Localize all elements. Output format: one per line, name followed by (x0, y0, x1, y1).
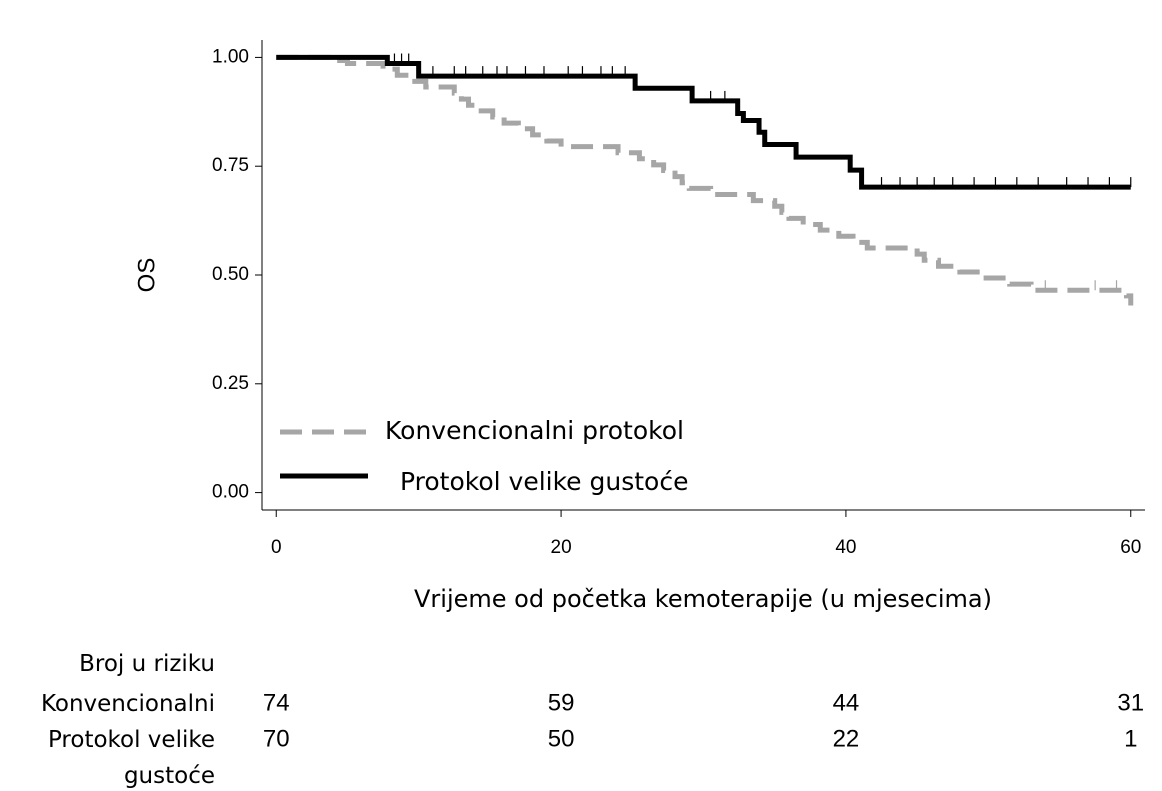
risk-row-label: Konvencionalni (40, 691, 215, 717)
x-tick-label: 60 (1120, 537, 1141, 558)
x-tick-label: 40 (835, 537, 856, 558)
risk-count: 22 (833, 725, 860, 752)
y-tick-label: 0.50 (212, 264, 249, 285)
y-tick-label: 0.00 (212, 482, 249, 503)
x-tick-label: 20 (551, 537, 572, 558)
survival-line (276, 54, 1131, 190)
risk-count: 31 (1117, 689, 1144, 716)
legend-label: Konvencionalni protokol (385, 416, 684, 445)
risk-count: 1 (1124, 725, 1137, 752)
legend-label: Protokol velike gustoće (400, 467, 688, 496)
risk-count: 70 (263, 725, 290, 752)
risk-count: 44 (833, 689, 860, 716)
x-tick-label: 0 (271, 537, 282, 558)
y-tick-label: 1.00 (212, 46, 249, 67)
risk-row-label: Protokol velike gustoće (47, 727, 215, 789)
risk-title: Broj u riziku (79, 651, 215, 677)
risk-count: 74 (263, 689, 290, 716)
x-axis-label: Vrijeme od početka kemoterapije (u mjese… (414, 585, 992, 613)
y-tick-label: 0.75 (212, 155, 249, 176)
survival-line (276, 54, 1134, 306)
risk-count: 59 (548, 689, 575, 716)
y-tick-label: 0.25 (212, 373, 249, 394)
y-axis-label: OS (133, 258, 160, 293)
risk-count: 50 (548, 725, 575, 752)
